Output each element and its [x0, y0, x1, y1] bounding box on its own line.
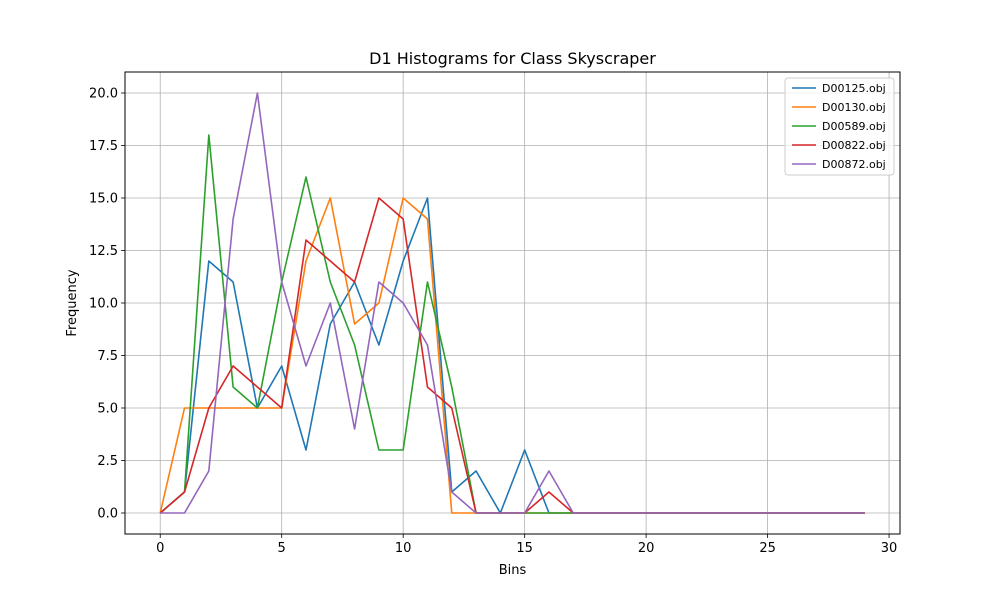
legend-label: D00130.obj [822, 101, 886, 114]
legend-box [784, 77, 895, 176]
series-lines [159, 92, 865, 514]
x-axis-label: Bins [499, 563, 527, 578]
legend-label: D00822.obj [822, 139, 886, 152]
series-line-4 [160, 92, 865, 514]
legend: D00125.obj D00130.obj D00589.obj D00822.obj… [784, 77, 895, 176]
x-tick-label: 10 [395, 541, 412, 556]
legend-label: D00125.obj [822, 82, 886, 95]
y-axis-label: Frequency [65, 269, 80, 336]
x-tick-label: 25 [759, 541, 776, 556]
x-tick-label: 0 [156, 541, 164, 556]
grid-lines [125, 72, 900, 534]
y-tick-label: 7.5 [97, 349, 118, 364]
y-tick-label: 17.5 [89, 139, 118, 154]
x-tick-label: 5 [278, 541, 286, 556]
x-tick-label: 15 [516, 541, 533, 556]
x-tick-label: 20 [638, 541, 655, 556]
axis-ticks: 0 5 10 15 20 25 30 0.0 2.5 5.0 7.5 10.0 12.5 15.0 17.5… [89, 87, 897, 557]
y-tick-label: 20.0 [89, 87, 118, 102]
y-tick-label: 5.0 [97, 402, 118, 417]
y-tick-label: 10.0 [89, 297, 118, 312]
y-tick-label: 0.0 [97, 507, 118, 522]
x-tick-label: 30 [881, 541, 898, 556]
chart-title: D1 Histograms for Class Skyscraper [369, 49, 656, 68]
y-tick-label: 2.5 [97, 454, 118, 469]
legend-label: D00872.obj [822, 158, 886, 171]
legend-label: D00589.obj [822, 120, 886, 133]
y-tick-label: 12.5 [89, 244, 118, 259]
y-tick-label: 15.0 [89, 192, 118, 207]
